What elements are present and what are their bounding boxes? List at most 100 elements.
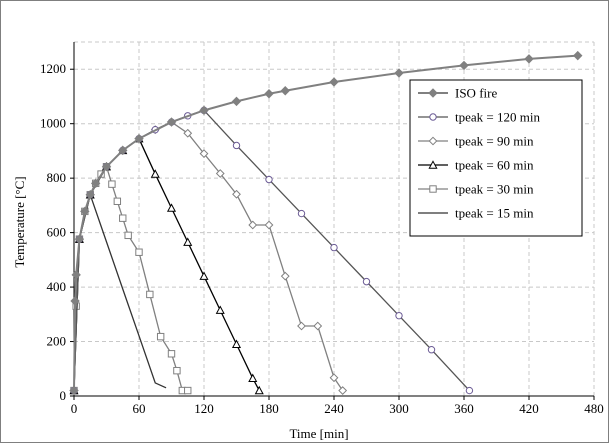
data-point-tpeak-120-min-14 <box>362 277 371 286</box>
legend-label-tpeak-60-min: tpeak = 60 min <box>455 158 534 173</box>
data-point-tpeak-30-min-18 <box>184 386 192 395</box>
series-line-tpeak-90-min <box>73 121 344 391</box>
data-point-tpeak-120-min-11 <box>265 175 273 184</box>
legend-label-tpeak-15-min: tpeak = 15 min <box>455 206 534 221</box>
legend-swatch-marker-iso-fire <box>428 88 438 98</box>
legend-swatch-marker-tpeak-60-min <box>428 160 438 169</box>
legend-label-iso-fire: ISO fire <box>455 86 497 101</box>
legend-box <box>409 79 583 237</box>
x-tick-label-300: 300 <box>389 401 409 416</box>
legend-item-iso-fire: ISO fire <box>418 86 497 101</box>
y-tick-label-200: 200 <box>47 334 67 349</box>
legend-item-tpeak-90-min: tpeak = 90 min <box>418 134 534 149</box>
tick-labels: 0 60 120 180 240 300 360 420 480 0 200 400 600 800 100… <box>40 61 604 416</box>
data-point-tpeak-60-min-13 <box>254 385 264 395</box>
data-point-iso-fire-9 <box>134 133 144 144</box>
data-point-tpeak-60-min-8 <box>183 237 193 246</box>
data-point-tpeak-60-min-6 <box>150 169 160 178</box>
legend-item-tpeak-30-min: tpeak = 30 min <box>418 182 534 197</box>
data-point-iso-fire-15 <box>329 77 339 87</box>
data-point-iso-fire-4 <box>80 206 90 217</box>
data-point-tpeak-60-min-10 <box>215 305 225 314</box>
legend-swatch-marker-tpeak-120-min <box>429 113 437 121</box>
legend-item-tpeak-15-min: tpeak = 15 min <box>418 206 534 221</box>
data-point-iso-fire-19 <box>573 50 583 61</box>
series-iso-fire <box>69 50 583 396</box>
legend-label-tpeak-120-min: tpeak = 120 min <box>455 110 540 125</box>
data-point-iso-fire-7 <box>101 162 112 172</box>
data-point-tpeak-120-min-15 <box>395 311 403 320</box>
y-tick-label-1000: 1000 <box>40 116 66 131</box>
x-tick-label-240: 240 <box>324 401 344 416</box>
data-point-tpeak-90-min-13 <box>264 220 274 230</box>
data-point-tpeak-30-min-14 <box>156 332 165 341</box>
legend-label-tpeak-30-min: tpeak = 30 min <box>455 182 534 197</box>
x-tick-label-480: 480 <box>584 401 604 416</box>
data-point-tpeak-90-min-16 <box>313 321 323 331</box>
data-point-iso-fire-10 <box>166 117 177 127</box>
data-point-tpeak-90-min-14 <box>280 271 290 281</box>
data-point-tpeak-30-min-10 <box>119 214 127 222</box>
data-point-tpeak-120-min-13 <box>330 243 338 252</box>
x-tick-label-180: 180 <box>259 401 279 416</box>
legend-swatch-marker-tpeak-90-min <box>428 136 438 146</box>
legend-item-tpeak-60-min: tpeak = 60 min <box>418 158 534 173</box>
data-point-tpeak-120-min-16 <box>427 346 436 354</box>
data-point-iso-fire-14 <box>280 86 290 96</box>
data-point-tpeak-90-min-15 <box>297 321 306 331</box>
data-point-iso-fire-12 <box>231 96 242 107</box>
data-point-tpeak-90-min-18 <box>338 386 348 395</box>
data-point-tpeak-90-min-10 <box>215 169 225 178</box>
data-point-iso-fire-11 <box>199 105 209 116</box>
y-tick-label-800: 800 <box>47 170 67 185</box>
data-point-tpeak-60-min-7 <box>166 203 177 212</box>
data-point-tpeak-30-min-8 <box>108 180 116 188</box>
data-point-tpeak-120-min-12 <box>297 209 306 218</box>
legend-swatch-marker-tpeak-30-min <box>429 185 437 193</box>
data-point-tpeak-30-min-15 <box>167 350 176 358</box>
x-tick-label-60: 60 <box>133 401 146 416</box>
data-point-tpeak-60-min-9 <box>199 271 209 280</box>
data-point-tpeak-30-min-13 <box>146 290 154 299</box>
data-point-tpeak-30-min-9 <box>113 197 122 206</box>
x-tick-label-120: 120 <box>194 401 214 416</box>
y-tick-label-0: 0 <box>60 388 67 403</box>
series-layer <box>69 50 583 396</box>
data-point-tpeak-90-min-17 <box>329 373 339 383</box>
legend-item-tpeak-120-min: tpeak = 120 min <box>418 110 540 125</box>
data-point-iso-fire-16 <box>394 68 404 78</box>
y-axis-title: Temperature [°C] <box>12 176 27 267</box>
data-point-iso-fire-1 <box>70 296 80 306</box>
y-tick-label-1200: 1200 <box>40 61 66 76</box>
legend-items: ISO fire tpeak = 120 min tpeak = 90 min tpe… <box>418 86 540 221</box>
legend-label-tpeak-90-min: tpeak = 90 min <box>455 134 534 149</box>
x-tick-label-0: 0 <box>71 401 78 416</box>
data-point-tpeak-30-min-16 <box>173 366 181 375</box>
data-point-tpeak-120-min-10 <box>232 141 241 150</box>
data-point-iso-fire-6 <box>90 178 101 189</box>
data-point-tpeak-30-min-11 <box>124 231 132 240</box>
y-tick-label-400: 400 <box>47 279 67 294</box>
data-point-iso-fire-0 <box>69 385 79 396</box>
data-point-tpeak-30-min-12 <box>135 248 143 256</box>
x-tick-label-420: 420 <box>519 401 539 416</box>
data-point-iso-fire-18 <box>524 54 534 64</box>
data-point-iso-fire-2 <box>71 270 81 280</box>
data-point-tpeak-120-min-17 <box>465 386 474 395</box>
data-point-iso-fire-17 <box>459 60 469 71</box>
data-point-iso-fire-13 <box>264 89 274 99</box>
data-point-tpeak-90-min-9 <box>199 149 209 159</box>
x-axis-title: Time [min] <box>289 426 348 441</box>
data-point-tpeak-90-min-11 <box>232 189 241 199</box>
data-point-tpeak-90-min-12 <box>248 220 258 230</box>
y-tick-label-600: 600 <box>47 225 67 240</box>
data-point-iso-fire-5 <box>85 190 95 200</box>
data-point-tpeak-90-min-8 <box>183 128 193 138</box>
data-point-tpeak-60-min-12 <box>248 373 258 382</box>
series-line-iso-fire <box>73 54 578 391</box>
legend: ISO fire tpeak = 120 min tpeak = 90 min tpe… <box>409 79 583 237</box>
data-point-tpeak-60-min-11 <box>231 339 242 348</box>
data-point-iso-fire-8 <box>118 145 128 156</box>
